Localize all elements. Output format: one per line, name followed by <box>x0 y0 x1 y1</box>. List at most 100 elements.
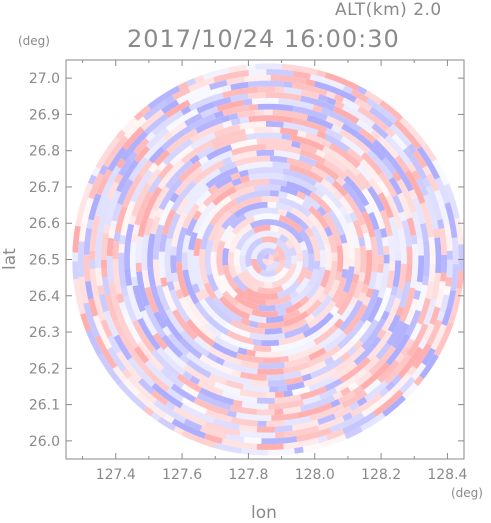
radar-cell <box>208 373 228 386</box>
radar-field <box>72 63 465 456</box>
radar-cell <box>322 145 355 171</box>
radar-cell <box>218 295 251 320</box>
radar-cell <box>369 236 378 272</box>
radar-cell <box>432 228 440 239</box>
radar-cell <box>179 353 190 364</box>
radar-cell <box>355 371 373 387</box>
radar-cell <box>178 296 204 330</box>
radar-cell <box>307 300 337 329</box>
radar-cell <box>334 346 366 373</box>
radar-cell <box>112 319 126 338</box>
radar-cell <box>153 311 167 330</box>
radar-cell <box>263 109 273 116</box>
radar-cell <box>243 436 262 445</box>
radar-cell <box>93 294 106 322</box>
radar-cell <box>305 132 332 148</box>
radar-cell <box>196 213 214 240</box>
radar-cell <box>88 172 105 200</box>
radar-cell <box>379 99 404 122</box>
radar-cell <box>242 384 270 393</box>
radar-cell <box>341 242 350 270</box>
radar-cell <box>281 340 317 357</box>
radar-cell <box>204 421 241 437</box>
radar-cell <box>95 267 103 287</box>
radar-cell <box>314 181 344 210</box>
radar-cell <box>199 354 234 375</box>
radar-cell <box>371 123 389 140</box>
radar-cell <box>338 205 349 217</box>
radar-cell <box>129 241 137 278</box>
radar-cell <box>212 296 243 323</box>
radar-cell <box>325 90 337 100</box>
radar-cell <box>324 72 360 91</box>
radar-cell <box>208 210 233 242</box>
radar-cell <box>243 207 279 219</box>
radar-cell <box>273 150 301 161</box>
radar-cell <box>179 329 210 358</box>
radar-cell <box>103 310 119 338</box>
radar-cell <box>150 285 169 320</box>
radar-cell <box>92 314 113 350</box>
radar-cell <box>332 361 358 381</box>
radar-cell <box>214 356 225 366</box>
radar-cell <box>385 333 411 366</box>
radar-cell <box>440 254 448 273</box>
radar-cell <box>171 180 197 212</box>
radar-cell <box>221 84 232 93</box>
radar-cell <box>339 304 355 322</box>
radar-cell <box>377 219 386 230</box>
radar-cell <box>151 110 184 136</box>
radar-cell <box>431 272 441 300</box>
radar-cell <box>308 205 330 230</box>
radar-cell <box>327 209 345 236</box>
radar-cell <box>313 324 338 346</box>
radar-cell <box>148 209 158 220</box>
radar-cell <box>222 264 239 291</box>
radar-cell <box>446 259 453 278</box>
radar-cell <box>279 355 289 363</box>
radar-cell <box>275 86 285 93</box>
radar-cell <box>290 283 313 306</box>
radar-cell <box>195 291 205 302</box>
radar-cell <box>237 347 248 356</box>
radar-cell <box>291 419 319 431</box>
radar-cell <box>228 223 253 253</box>
y-tick-label: 26.8 <box>29 144 60 160</box>
radar-cell <box>320 178 338 195</box>
radar-cell <box>329 412 365 433</box>
radar-cell <box>198 155 209 166</box>
radar-cell <box>270 224 280 233</box>
radar-cell <box>236 161 273 173</box>
radar-cell <box>163 316 184 342</box>
radar-cell <box>286 193 305 206</box>
radar-cell <box>337 214 351 233</box>
radar-cell <box>296 252 303 262</box>
radar-cell <box>111 203 123 222</box>
radar-cell <box>339 233 348 244</box>
radar-cell <box>188 92 224 111</box>
radar-cell <box>246 349 256 357</box>
radar-cell <box>140 104 152 115</box>
radar-cell <box>89 250 96 260</box>
radar-cell <box>391 374 402 386</box>
radar-cell <box>239 389 267 398</box>
radar-cell <box>344 168 367 192</box>
radar-cell <box>256 138 293 147</box>
radar-cell <box>422 323 435 342</box>
radar-cell <box>197 202 208 214</box>
radar-cell <box>356 172 372 190</box>
radar-cell <box>282 168 318 187</box>
radar-cell <box>175 197 190 216</box>
radar-cell <box>331 340 356 362</box>
radar-cell <box>342 411 376 434</box>
radar-cell <box>206 144 233 161</box>
radar-cell <box>333 318 344 329</box>
radar-cell <box>342 282 352 293</box>
radar-cell <box>325 174 336 185</box>
radar-cell <box>213 276 227 295</box>
radar-cell <box>370 129 381 140</box>
radar-cell <box>199 324 217 341</box>
radar-cell <box>422 276 429 286</box>
radar-cell <box>193 335 212 351</box>
radar-cell <box>397 263 407 291</box>
